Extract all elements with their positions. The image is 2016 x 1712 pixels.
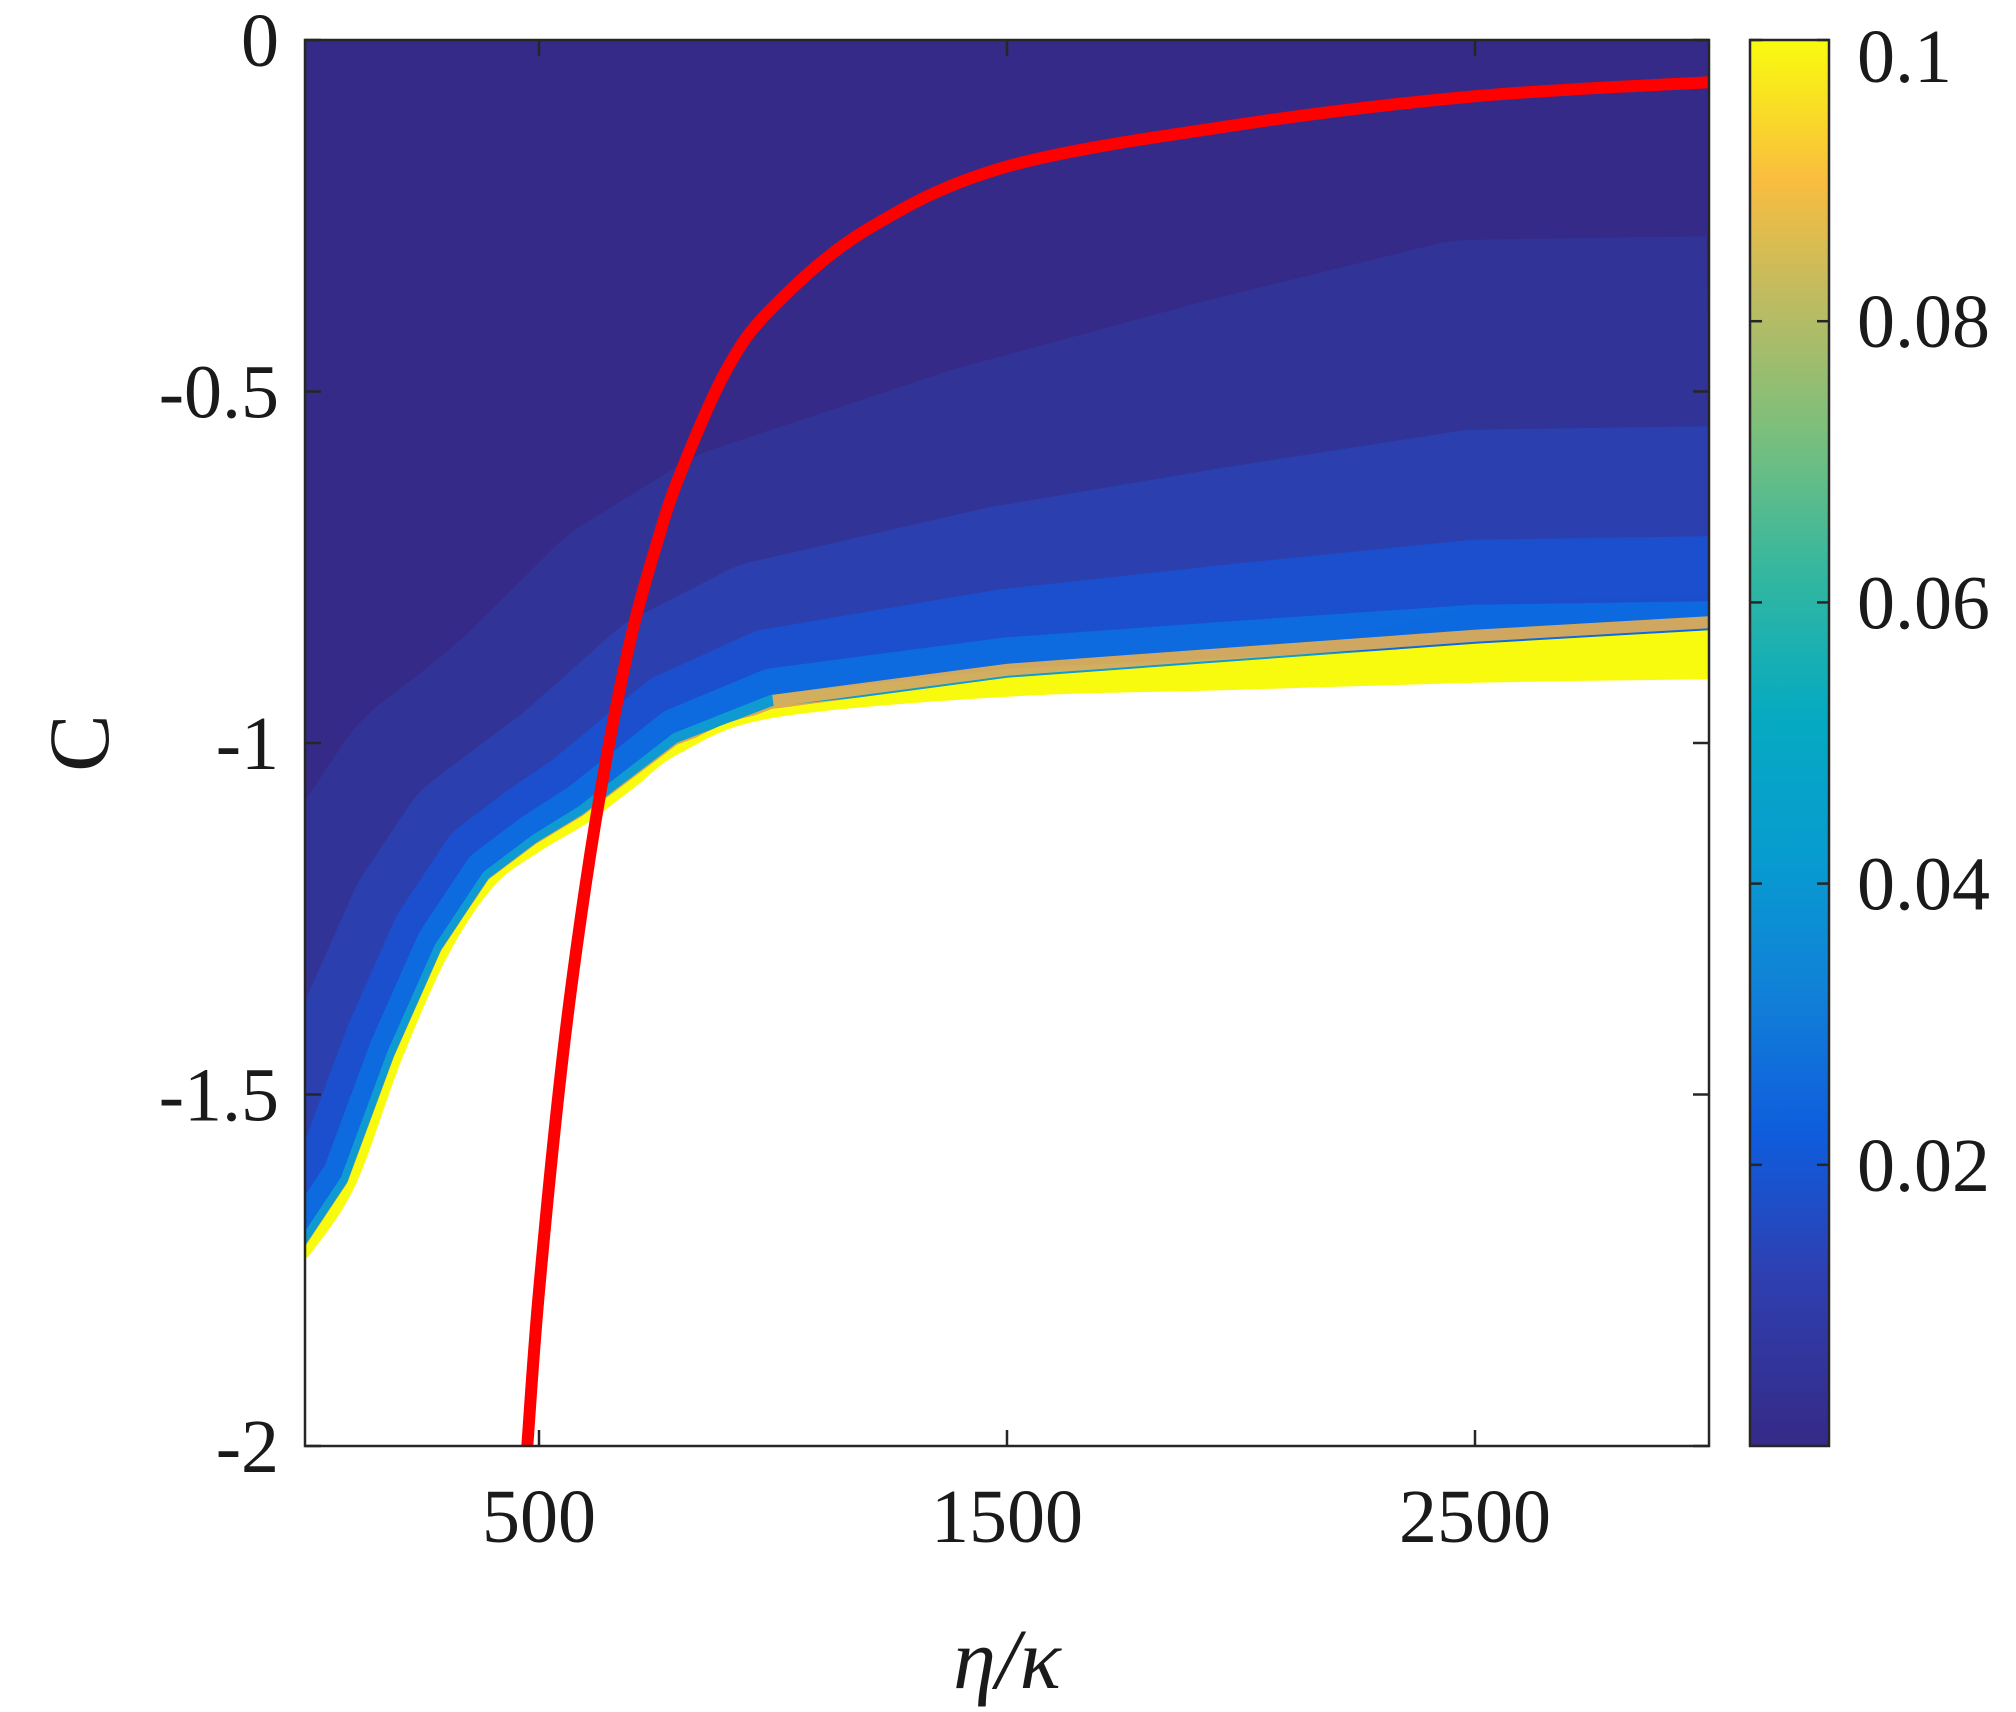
y-tick-label: -2 bbox=[216, 1405, 279, 1489]
colorbar-tick-label: 0.06 bbox=[1857, 561, 1990, 645]
y-tick-label: 0 bbox=[241, 0, 279, 83]
x-tick-label: 1500 bbox=[931, 1475, 1083, 1559]
x-axis-label: η/κ bbox=[953, 1611, 1063, 1707]
y-tick-label: -1 bbox=[216, 702, 279, 786]
y-tick-label: -0.5 bbox=[159, 351, 279, 435]
y-tick-label: -1.5 bbox=[159, 1054, 279, 1138]
y-axis-label: C bbox=[31, 714, 127, 771]
saturated-band bbox=[773, 630, 1709, 715]
colorbar-tick-label: 0.02 bbox=[1857, 1124, 1990, 1208]
x-tick-label: 2500 bbox=[1399, 1475, 1551, 1559]
colorbar-gradient bbox=[1750, 40, 1829, 1446]
orange-band bbox=[772, 616, 1709, 707]
series-line-1 bbox=[521, 76, 1709, 1446]
colorbar-tick-label: 0.04 bbox=[1857, 843, 1990, 927]
colorbar-tick-label: 0.08 bbox=[1857, 280, 1990, 364]
colorbar-frame bbox=[1748, 38, 1831, 1448]
colorbar-tick-label: 0.1 bbox=[1857, 15, 1952, 99]
x-tick-label: 500 bbox=[482, 1475, 596, 1559]
